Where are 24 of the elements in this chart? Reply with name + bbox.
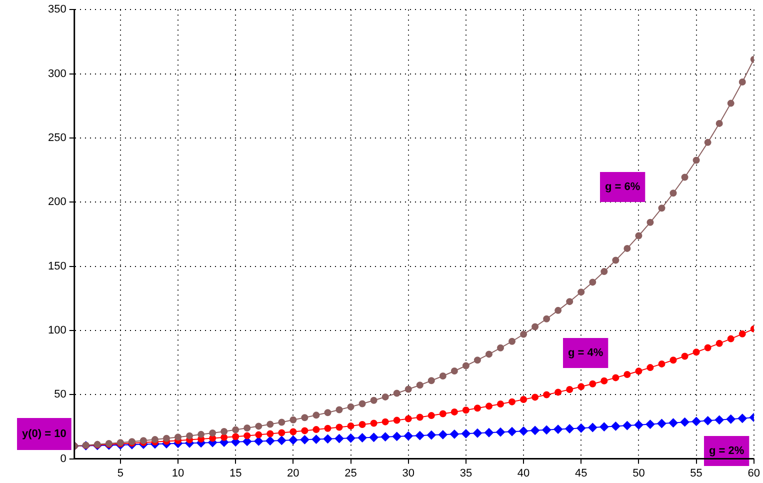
x-tick-label: 10 xyxy=(172,467,184,480)
x-tick-label: 30 xyxy=(402,467,414,480)
annotation: g = 6% xyxy=(605,181,640,194)
y-tick-label: 300 xyxy=(48,68,66,80)
x-tick-label: 40 xyxy=(517,467,530,480)
annotation: y(0) = 10 xyxy=(22,428,66,440)
x-tick-label: 60 xyxy=(748,467,760,480)
y-tick-label: 150 xyxy=(48,260,66,272)
x-tick-label: 25 xyxy=(344,467,357,480)
y-tick-label: 350 xyxy=(48,4,66,16)
x-tick-label: 45 xyxy=(574,467,588,480)
y-tick-label: 50 xyxy=(54,388,66,401)
x-tick-label: 35 xyxy=(460,467,472,480)
y-tick-label: 0 xyxy=(60,452,66,465)
x-tick-label: 20 xyxy=(287,467,300,480)
x-tick-label: 15 xyxy=(229,467,242,480)
y-tick-label: 250 xyxy=(48,132,66,144)
x-tick-label: 5 xyxy=(117,467,124,480)
annotation: g = 2% xyxy=(709,445,744,458)
y-tick-label: 100 xyxy=(48,324,66,336)
x-tick-label: 50 xyxy=(632,467,645,480)
annotation: g = 4% xyxy=(568,347,604,360)
y-tick-label: 200 xyxy=(48,196,66,208)
x-tick-label: 55 xyxy=(690,467,702,480)
